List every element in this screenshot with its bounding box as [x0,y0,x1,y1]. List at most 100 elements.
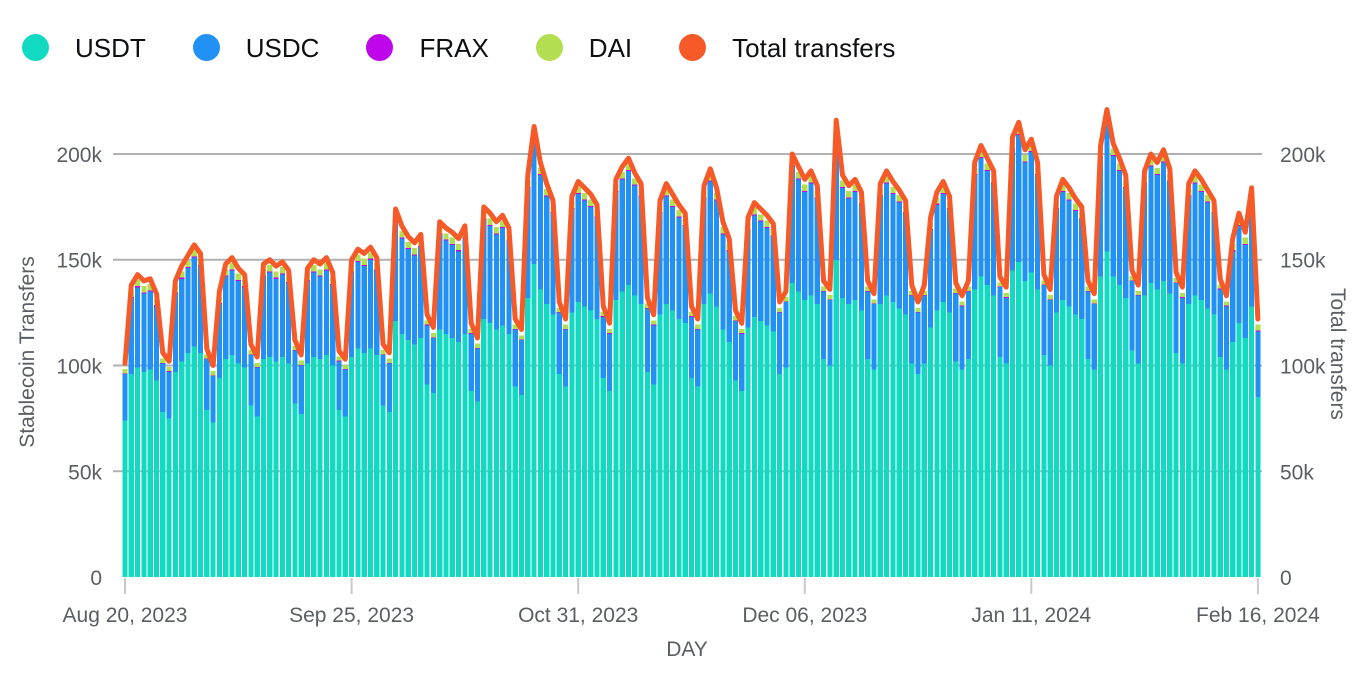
bar-frax [210,375,216,377]
bar-usdc [732,321,739,381]
bar-usdc [651,325,657,385]
bar-dai [707,174,713,181]
bar-dai [443,233,449,240]
y-axis-labels-left: 0 50k 100k 150k 200k [56,144,102,590]
bar-dai [229,262,235,270]
bar-frax [808,182,814,184]
bar-dai [544,188,550,196]
bar-frax [846,197,852,199]
bar-frax [619,178,625,180]
bar-usdc [179,278,185,362]
bar-usdt [544,304,550,577]
bar-usdt [1047,365,1053,577]
bar-usdt [455,342,462,578]
bar-frax [248,354,254,355]
bar-dai [141,286,147,293]
bar-usdt [588,310,594,577]
bar-usdc [1110,156,1116,277]
bar-usdc [134,287,141,368]
legend-item-frax[interactable]: FRAX [366,32,489,63]
bar-dai [518,335,525,340]
bar-frax [500,226,506,229]
bar-usdc [581,200,588,307]
bar-usdt [506,333,512,577]
bar-usdt [751,316,757,577]
bar-usdc [865,291,871,360]
bar-frax [342,369,348,370]
svg-text:150k: 150k [1280,250,1326,273]
bar-usdc [707,181,713,294]
bar-frax [405,248,411,250]
frax-legend-label: FRAX [419,32,489,63]
bar-frax [147,290,153,292]
bar-usdc [688,316,695,379]
bar-usdt [185,352,191,577]
bar-usdc [525,187,531,298]
bar-dai [210,371,216,376]
bar-usdc [978,158,984,277]
legend-item-dai[interactable]: DAI [535,34,632,61]
bar-frax [883,182,890,184]
total-transfers-line [122,107,1261,368]
bar-usdc [380,354,386,406]
bar-usdc [802,192,808,300]
bar-usdc [758,221,764,322]
bar-usdc [613,192,619,300]
bar-usdc [600,316,606,379]
bar-frax [537,174,543,176]
bar-usdt [424,384,430,577]
bar-frax [581,199,588,201]
bar-dai [890,186,896,194]
bar-usdt [1217,357,1223,577]
bar-dai [783,297,789,302]
bar-dai [732,316,739,321]
bar-usdc [166,371,172,419]
bar-dai [468,328,474,334]
bar-usdt [695,386,701,577]
bar-usdc [386,363,392,413]
bar-dai [984,163,990,170]
bar-dai [1204,195,1211,202]
bar-usdc [323,270,330,355]
bar-usdt [1053,312,1060,578]
bar-dai [1173,278,1179,283]
bar-usdt [191,346,197,577]
bar-dai [455,243,462,251]
bar-usdc [197,266,204,353]
bar-usdc [657,213,663,315]
bar-usdc [959,306,965,370]
bar-frax [776,311,783,313]
bar-usdc [972,175,978,290]
bar-usdc [714,200,720,307]
legend-item-usdt[interactable]: USDT [22,34,146,61]
bar-usdc [468,333,474,391]
bar-dai [959,301,965,306]
bar-usdc [229,270,235,355]
bar-dai [953,288,959,293]
bar-usdc [424,325,430,385]
bar-usdc [449,244,455,338]
x-axis-tick-marks [124,578,1259,594]
bar-usdc [418,247,424,339]
bar-frax [380,354,386,355]
bar-frax [367,258,374,260]
bar-dai [676,210,682,217]
legend-item-usdc[interactable]: USDC [192,34,319,61]
bar-frax [1179,297,1185,298]
bar-frax [443,239,449,241]
bar-usdt [197,352,204,577]
bar-dai [720,226,726,234]
bar-usdc [374,270,380,355]
dai-legend-dot [535,34,563,61]
bar-usdt [1242,338,1248,577]
bar-usdc [1060,192,1066,300]
bar-usdt [292,403,298,577]
bar-usdc [1160,162,1167,281]
bar-usdt [1072,314,1078,577]
legend-item-total-transfers[interactable]: Total transfers [679,34,895,61]
bar-usdc [1085,291,1091,360]
bar-usdt [273,361,279,577]
bar-usdt [405,340,411,577]
